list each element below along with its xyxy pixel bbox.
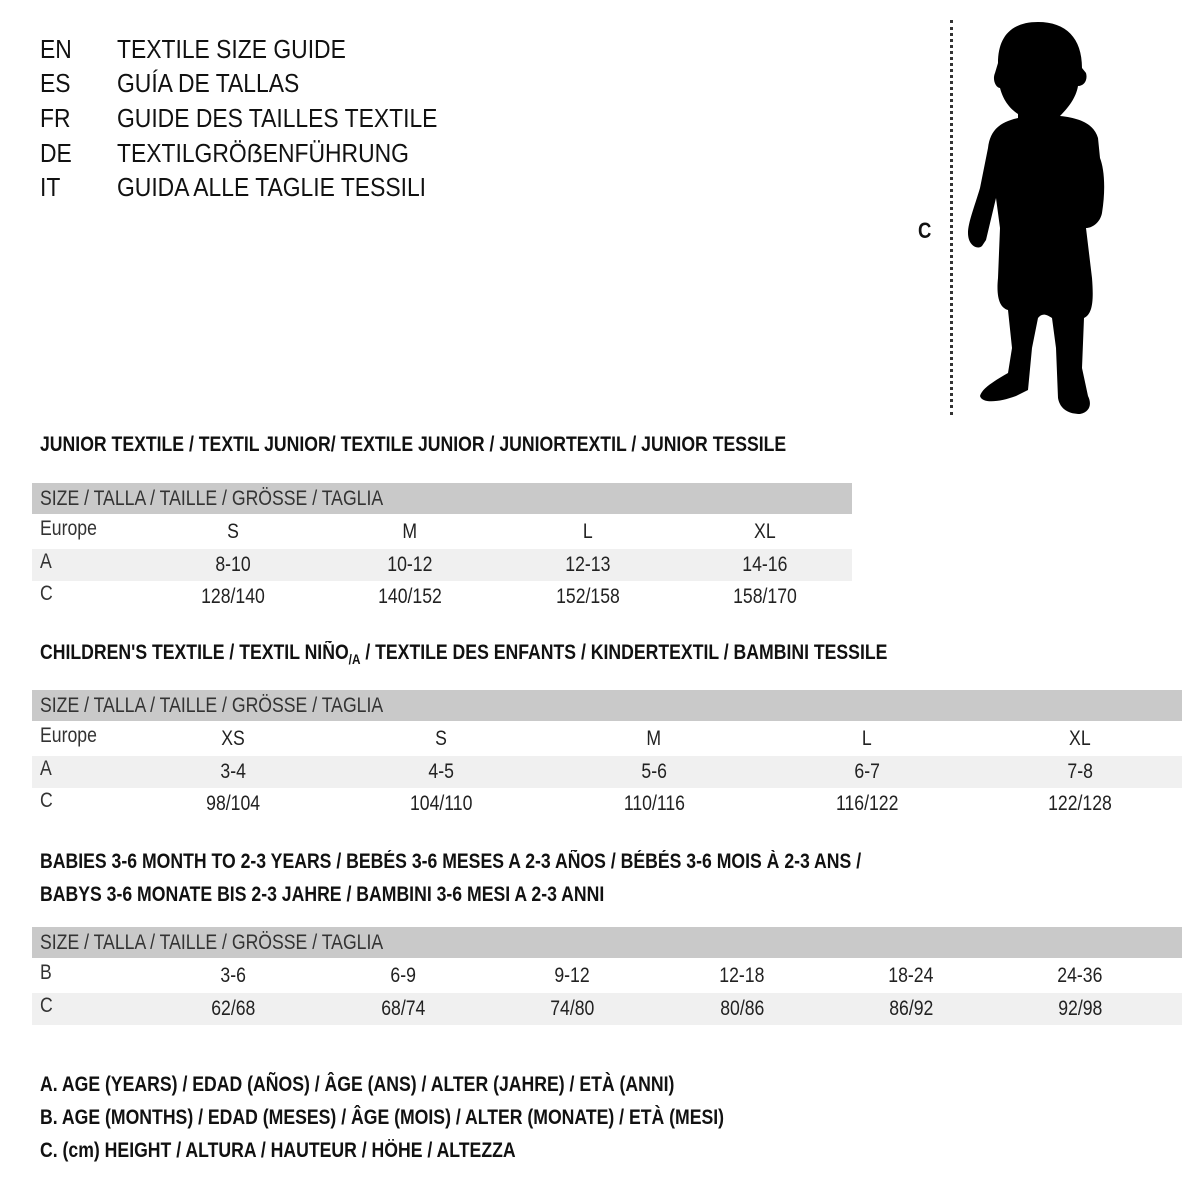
table-cell: 104/110	[409, 792, 473, 815]
table-cell: 3-4	[220, 760, 246, 783]
lang-code-fr: FR	[40, 103, 71, 133]
table-cell: 80/86	[719, 997, 765, 1020]
table-cell: 12-18	[719, 964, 765, 987]
lang-code-es: ES	[40, 68, 71, 98]
table-cell: 5-6	[641, 760, 667, 783]
table-cell: 8-10	[215, 553, 251, 576]
table-row: C 62/68 68/74 74/80 80/86 86/92 92/98	[32, 993, 1182, 1025]
table-cell: XS	[221, 727, 245, 750]
table-header: SIZE / TALLA / TAILLE / GRÖSSE / TAGLIA	[32, 483, 852, 514]
table-cell: XL	[754, 520, 776, 543]
table-header: SIZE / TALLA / TAILLE / GRÖSSE / TAGLIA	[32, 690, 1182, 721]
legend-b: B. AGE (MONTHS) / EDAD (MESES) / ÂGE (MO…	[40, 1106, 725, 1129]
table-row: C 98/104 104/110 110/116 116/122 122/128	[32, 788, 1182, 820]
table-cell: 152/158	[556, 585, 620, 608]
table-cell: 14-16	[742, 553, 788, 576]
table-cell: 3-6	[220, 964, 246, 987]
lang-code-it: IT	[40, 172, 61, 202]
babies-heading-line2: BABYS 3-6 MONATE BIS 2-3 JAHRE / BAMBINI…	[40, 883, 605, 906]
table-cell: S	[227, 520, 239, 543]
title-de: TEXTILGRÖẞENFÜHRUNG	[117, 138, 409, 168]
table-cell: 116/122	[835, 792, 899, 815]
table-cell: XL	[1069, 727, 1091, 750]
table-cell: M	[646, 727, 662, 750]
table-row: C 128/140 140/152 152/158 158/170	[32, 581, 852, 613]
child-silhouette-icon	[968, 22, 1105, 414]
lang-code-de: DE	[40, 138, 72, 168]
table-cell: 128/140	[201, 585, 265, 608]
row-label: C	[40, 582, 53, 605]
table-cell: 12-13	[565, 553, 611, 576]
table-cell: 92/98	[1057, 997, 1103, 1020]
table-cell: 24-36	[1057, 964, 1103, 987]
table-cell: M	[402, 520, 418, 543]
table-cell: 122/128	[1048, 792, 1112, 815]
babies-heading-line1: BABIES 3-6 MONTH TO 2-3 YEARS / BEBÉS 3-…	[40, 850, 862, 873]
junior-size-table: SIZE / TALLA / TAILLE / GRÖSSE / TAGLIA …	[32, 483, 852, 615]
row-label: C	[40, 994, 53, 1017]
table-cell: 86/92	[888, 997, 934, 1020]
height-label: C	[918, 218, 932, 243]
table-cell: 74/80	[549, 997, 595, 1020]
table-cell: L	[862, 727, 872, 750]
junior-heading: JUNIOR TEXTILE / TEXTIL JUNIOR/ TEXTILE …	[40, 433, 787, 456]
table-row: A 3-4 4-5 5-6 6-7 7-8	[32, 756, 1182, 788]
legend-c: C. (cm) HEIGHT / ALTURA / HAUTEUR / HÖHE…	[40, 1139, 516, 1162]
table-cell: 7-8	[1067, 760, 1093, 783]
lang-code-en: EN	[40, 34, 72, 64]
babies-size-table: SIZE / TALLA / TAILLE / GRÖSSE / TAGLIA …	[32, 927, 1182, 1027]
title-es: GUÍA DE TALLAS	[117, 68, 300, 98]
table-cell: 62/68	[210, 997, 256, 1020]
table-cell: 10-12	[387, 553, 433, 576]
table-cell: 9-12	[554, 964, 590, 987]
table-row: Europe S M L XL	[32, 516, 852, 548]
legend-a: A. AGE (YEARS) / EDAD (AÑOS) / ÂGE (ANS)…	[40, 1073, 675, 1096]
table-cell: 110/116	[623, 792, 685, 815]
table-cell: 98/104	[206, 792, 260, 815]
table-cell: 18-24	[888, 964, 934, 987]
table-row: B 3-6 6-9 9-12 12-18 18-24 24-36	[32, 960, 1182, 992]
row-label: Europe	[40, 724, 97, 747]
table-cell: 4-5	[428, 760, 454, 783]
row-label: A	[40, 757, 52, 780]
row-label: C	[40, 789, 53, 812]
row-label: A	[40, 550, 52, 573]
table-cell: 158/170	[733, 585, 797, 608]
row-label: B	[40, 961, 52, 984]
table-cell: L	[583, 520, 593, 543]
table-row: Europe XS S M L XL	[32, 723, 1182, 755]
children-heading: CHILDREN'S TEXTILE / TEXTIL NIÑO/A / TEX…	[40, 641, 888, 668]
table-row: A 8-10 10-12 12-13 14-16	[32, 549, 852, 581]
table-header: SIZE / TALLA / TAILLE / GRÖSSE / TAGLIA	[32, 927, 1182, 958]
title-en: TEXTILE SIZE GUIDE	[117, 34, 346, 64]
table-cell: 6-7	[854, 760, 880, 783]
table-cell: S	[435, 727, 447, 750]
table-cell: 140/152	[378, 585, 442, 608]
table-cell: 6-9	[390, 964, 416, 987]
children-size-table: SIZE / TALLA / TAILLE / GRÖSSE / TAGLIA …	[32, 690, 1182, 822]
table-cell: 68/74	[380, 997, 426, 1020]
title-fr: GUIDE DES TAILLES TEXTILE	[117, 103, 438, 133]
title-it: GUIDA ALLE TAGLIE TESSILI	[117, 172, 427, 202]
row-label: Europe	[40, 517, 97, 540]
height-measure-line	[950, 20, 953, 415]
